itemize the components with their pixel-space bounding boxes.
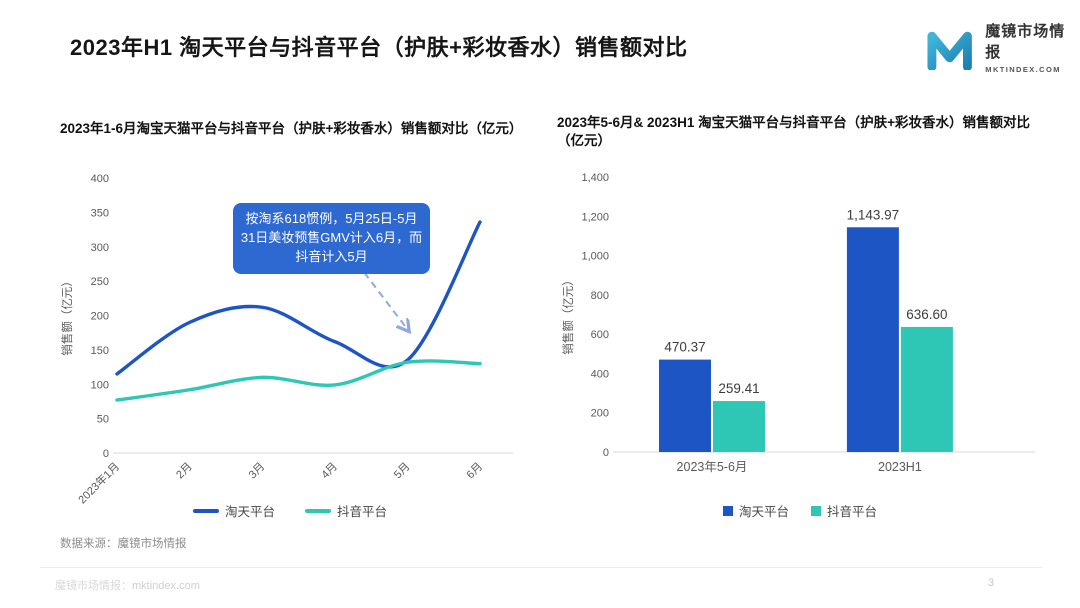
svg-text:1,000: 1,000 [581,251,609,263]
douyin-line-swatch [305,508,331,513]
page-title: 2023年H1 淘天平台与抖音平台（护肤+彩妆香水）销售额对比 [70,35,688,60]
taotian-line-swatch [192,508,219,513]
svg-text:50: 50 [97,414,109,426]
data-source-note: 数据来源：魔镜市场情报 [60,538,187,550]
mktindex-logo: 魔镜市场情报 MKTINDEX.COM [925,20,1080,74]
svg-text:300: 300 [91,242,109,254]
svg-text:4月: 4月 [319,461,340,482]
logo-domain: MKTINDEX.COM [985,65,1061,74]
svg-text:0: 0 [603,447,609,459]
legend-item-taotian: 淘天平台 [192,501,275,520]
legend-item-taotian: 淘天平台 [722,501,789,520]
footer-brand-label: 魔镜市场情报： [55,580,132,592]
line-chart-title: 2023年1-6月淘宝天猫平台与抖音平台（护肤+彩妆香水）销售额对比（亿元） [60,121,523,136]
svg-text:800: 800 [591,290,609,302]
legend-label: 抖音平台 [337,505,388,519]
svg-text:0: 0 [103,448,109,460]
footer-divider [40,567,1042,568]
svg-text:100: 100 [91,379,109,391]
svg-text:400: 400 [91,173,109,185]
svg-text:259.41: 259.41 [718,381,759,396]
svg-text:350: 350 [91,207,109,219]
svg-text:400: 400 [591,368,609,380]
svg-text:销售额（亿元）: 销售额（亿元） [561,274,575,355]
legend-label: 淘天平台 [738,505,789,519]
page-number: 3 [988,577,995,589]
taotian-square-swatch [722,505,733,516]
svg-text:470.37: 470.37 [664,340,705,355]
svg-text:2023H1: 2023H1 [878,460,922,474]
svg-text:6月: 6月 [465,461,486,482]
svg-text:2023年1月: 2023年1月 [75,459,122,506]
legend-item-douyin: 抖音平台 [811,501,877,520]
annotation-callout: 按淘系618惯例，5月25日-5月 31日美妆预售GMV计入6月，而 抖音计入5… [233,203,430,274]
svg-text:1,200: 1,200 [581,211,609,223]
douyin-square-swatch [811,505,821,516]
svg-text:1,400: 1,400 [581,172,609,184]
bar-chart-title: 2023年5-6月& 2023H1 淘宝天猫平台与抖音平台（护肤+彩妆香水）销售… [557,115,1030,149]
footer-brand: 魔镜市场情报：mktindex.com [55,577,200,593]
svg-text:2月: 2月 [174,461,195,482]
svg-text:600: 600 [591,329,609,341]
svg-text:250: 250 [91,276,109,288]
legend-label: 淘天平台 [224,505,275,519]
line-chart: 0 50 100 150 200 250 300 350 400 2023年1月 2月 3月 4月 5月 6… [60,173,513,506]
legend-label: 抖音平台 [827,505,878,519]
mktindex-logo-m-icon [927,31,972,70]
line-chart-legend: 淘天平台 抖音平台 [55,501,525,520]
svg-text:3月: 3月 [247,461,268,482]
svg-text:636.60: 636.60 [906,307,947,322]
svg-text:1,143.97: 1,143.97 [847,207,900,222]
legend-item-douyin: 抖音平台 [305,501,387,520]
logo-text: 魔镜市场情报 MKTINDEX.COM [985,20,1080,74]
svg-text:200: 200 [91,311,109,323]
svg-text:5月: 5月 [392,461,413,482]
svg-text:2023年5-6月: 2023年5-6月 [677,460,748,474]
logo-brand-name: 魔镜市场情报 [985,23,1066,61]
bar-chart: 0 200 400 600 800 1,000 1,200 1,400 销售额（亿元） 2023年… [561,172,1035,474]
svg-text:150: 150 [91,345,109,357]
svg-text:销售额（亿元）: 销售额（亿元） [60,275,74,356]
bar-chart-legend: 淘天平台 抖音平台 [555,501,1045,520]
footer-link[interactable]: mktindex.com [132,580,200,592]
svg-text:200: 200 [591,408,609,420]
